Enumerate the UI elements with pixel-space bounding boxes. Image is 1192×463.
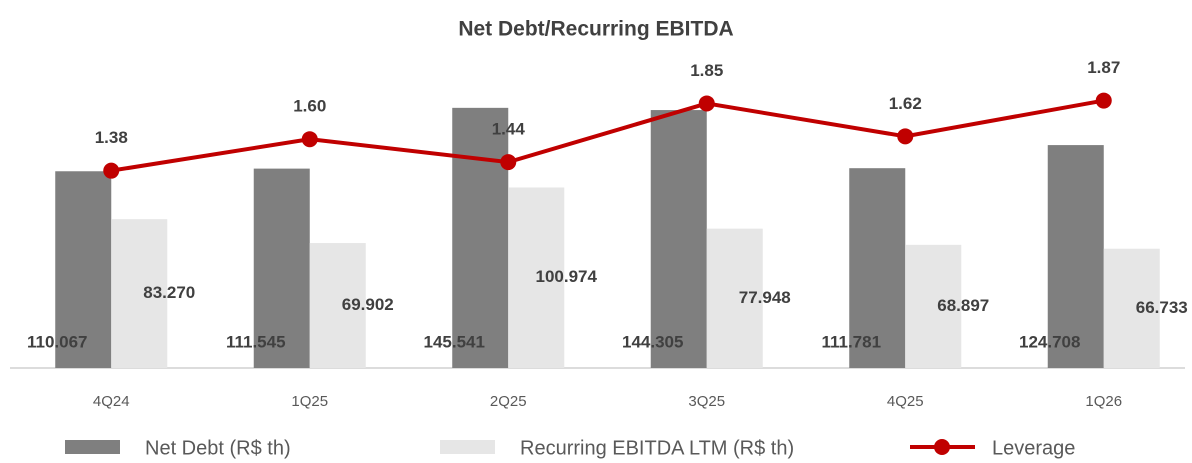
data-label: 110.067 xyxy=(27,332,88,351)
data-label: 111.545 xyxy=(226,332,286,351)
legend-swatch xyxy=(440,440,495,454)
line-marker xyxy=(301,131,318,148)
x-tick-label: 2Q25 xyxy=(490,393,527,410)
line xyxy=(110,98,1105,173)
data-label: 66.733 xyxy=(1136,298,1188,317)
bar xyxy=(253,168,310,368)
data-label: 100.974 xyxy=(536,267,598,286)
line-marker xyxy=(1095,92,1112,109)
line-marker xyxy=(500,154,517,171)
data-label: 69.902 xyxy=(342,295,394,314)
bar xyxy=(706,228,763,368)
bar xyxy=(309,243,366,368)
legend-label: Leverage xyxy=(992,437,1075,459)
data-label: 124.708 xyxy=(1019,332,1080,351)
line-marker xyxy=(897,128,914,145)
x-tick-label: 4Q24 xyxy=(93,393,130,410)
bar xyxy=(508,187,565,368)
data-label: 1.44 xyxy=(492,120,526,139)
bar xyxy=(55,171,112,368)
data-label: 77.948 xyxy=(739,288,791,307)
data-label: 1.60 xyxy=(293,97,326,116)
data-label: 111.781 xyxy=(821,332,881,351)
data-label: 1.87 xyxy=(1087,58,1120,77)
data-label: 1.85 xyxy=(690,61,723,80)
x-tick-label: 1Q26 xyxy=(1085,393,1122,410)
bar xyxy=(1103,248,1160,368)
data-label: 145.541 xyxy=(424,332,485,351)
data-label: 144.305 xyxy=(622,332,683,351)
data-label: 1.38 xyxy=(95,128,128,147)
line-marker xyxy=(103,162,120,179)
legend-label: Net Debt (R$ th) xyxy=(145,437,291,459)
line-marker xyxy=(698,95,715,112)
bar xyxy=(905,244,962,368)
data-label: 68.897 xyxy=(937,296,989,315)
bar xyxy=(1047,145,1104,368)
bar xyxy=(650,110,707,368)
chart-title: Net Debt/Recurring EBITDA xyxy=(458,18,733,41)
legend-label: Recurring EBITDA LTM (R$ th) xyxy=(520,437,794,459)
x-tick-label: 1Q25 xyxy=(291,393,328,410)
x-tick-label: 3Q25 xyxy=(688,393,725,410)
bar xyxy=(111,219,168,368)
x-tick-label: 4Q25 xyxy=(887,393,924,410)
bar xyxy=(849,168,906,368)
legend-swatch xyxy=(65,440,120,454)
data-label: 1.62 xyxy=(889,94,922,113)
bar xyxy=(452,107,509,368)
legend-swatch xyxy=(934,439,950,455)
data-label: 83.270 xyxy=(143,283,195,302)
